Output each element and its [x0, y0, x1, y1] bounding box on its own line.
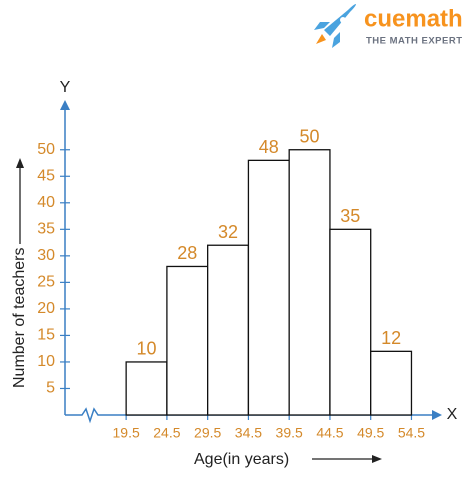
y-tick-label: 25: [37, 274, 55, 291]
y-axis-arrow: [60, 100, 70, 110]
y-tick-label: 35: [37, 221, 55, 238]
bar-label: 12: [381, 328, 401, 348]
bar-label: 35: [340, 206, 360, 226]
x-tick-label: 34.5: [235, 425, 262, 441]
bar-label: 50: [300, 126, 320, 146]
y-axis-label: Number of teachers: [11, 247, 28, 388]
bar: [247, 159, 290, 416]
y-tick-label: 15: [37, 327, 55, 344]
bar: [370, 350, 413, 416]
y-tick-label: 50: [37, 141, 55, 158]
bar-label: 28: [177, 243, 197, 263]
x-tick-label: 24.5: [153, 425, 180, 441]
bar-label: 48: [259, 137, 279, 157]
x-tick-label: 49.5: [357, 425, 384, 441]
bar: [288, 149, 331, 416]
y-axis-name: Y: [60, 79, 71, 96]
x-axis: [65, 407, 440, 424]
y-tick-label: 20: [37, 300, 55, 317]
logo-tagline: THE MATH EXPERT: [366, 36, 463, 47]
y-tick-label: 30: [37, 247, 55, 264]
bar: [166, 265, 209, 416]
x-axis-label: Age(in years): [194, 451, 289, 468]
bar-label: 32: [218, 222, 238, 242]
x-tick-label: 19.5: [113, 425, 140, 441]
x-tick-label: 54.5: [398, 425, 425, 441]
y-tick-label: 45: [37, 167, 55, 184]
bar: [329, 228, 372, 416]
y-tick-label: 40: [37, 194, 55, 211]
x-tick-label: 29.5: [194, 425, 221, 441]
x-tick-label: 44.5: [316, 425, 343, 441]
bar: [207, 244, 250, 416]
x-axis-arrow: [432, 410, 442, 420]
bar: [125, 361, 168, 416]
x-axis-name: X: [447, 406, 458, 423]
x-tick-label: 39.5: [276, 425, 303, 441]
y-tick-label: 10: [37, 353, 55, 370]
y-label-arrowhead: [16, 158, 24, 168]
y-tick-label: 5: [46, 380, 55, 397]
logo-name: cuemath: [364, 5, 463, 32]
logo-icon: [314, 4, 356, 48]
x-label-arrowhead: [372, 455, 382, 463]
bar-label: 10: [137, 339, 157, 359]
